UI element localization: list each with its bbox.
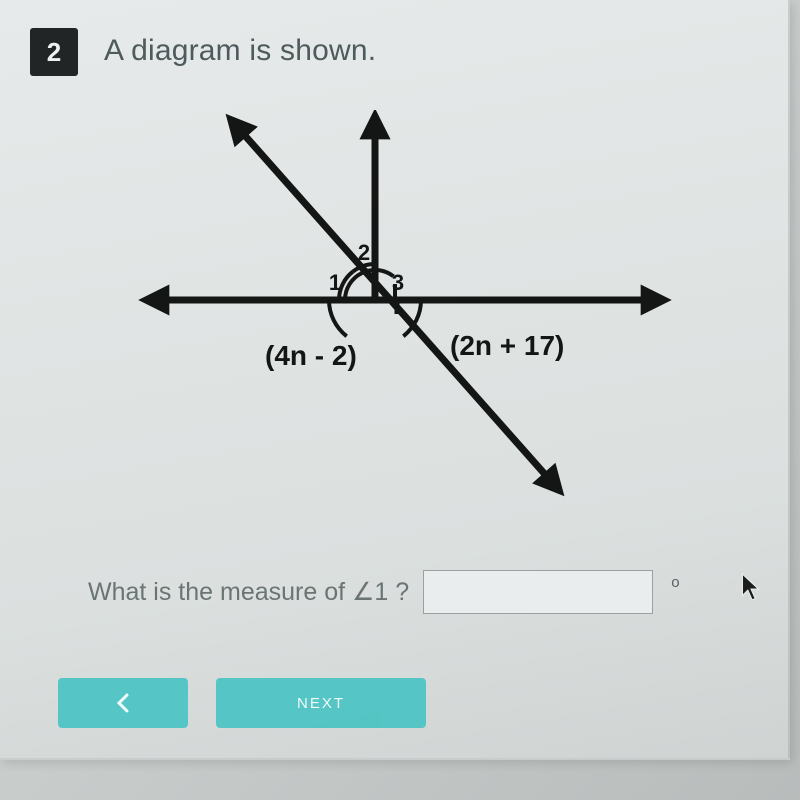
answer-prompt-prefix: What is the measure of	[88, 578, 352, 606]
mouse-cursor-icon	[740, 572, 762, 604]
chevron-left-icon	[115, 692, 131, 714]
question-card: 2 A diagram is shown. 123(4n - 2)(2n + 1…	[0, 0, 790, 760]
next-button-label: NEXT	[297, 695, 345, 712]
svg-text:(2n + 17): (2n + 17)	[450, 330, 564, 361]
svg-text:1: 1	[329, 270, 341, 295]
answer-input[interactable]	[423, 570, 653, 614]
degree-symbol: o	[671, 574, 679, 591]
answer-row: What is the measure of ∠1 ? o	[88, 570, 680, 614]
bottom-nav: NEXT	[58, 678, 426, 728]
answer-prompt: What is the measure of ∠1 ?	[88, 577, 409, 607]
answer-prompt-angle: ∠1 ?	[352, 578, 409, 606]
question-prompt: A diagram is shown.	[104, 28, 376, 68]
question-number-badge: 2	[30, 28, 78, 76]
svg-text:(4n - 2): (4n - 2)	[265, 340, 357, 371]
question-header: 2 A diagram is shown.	[30, 28, 376, 76]
prev-button[interactable]	[58, 678, 188, 728]
angle-diagram: 123(4n - 2)(2n + 17)	[120, 110, 680, 500]
next-button[interactable]: NEXT	[216, 678, 426, 728]
svg-text:2: 2	[358, 240, 370, 265]
